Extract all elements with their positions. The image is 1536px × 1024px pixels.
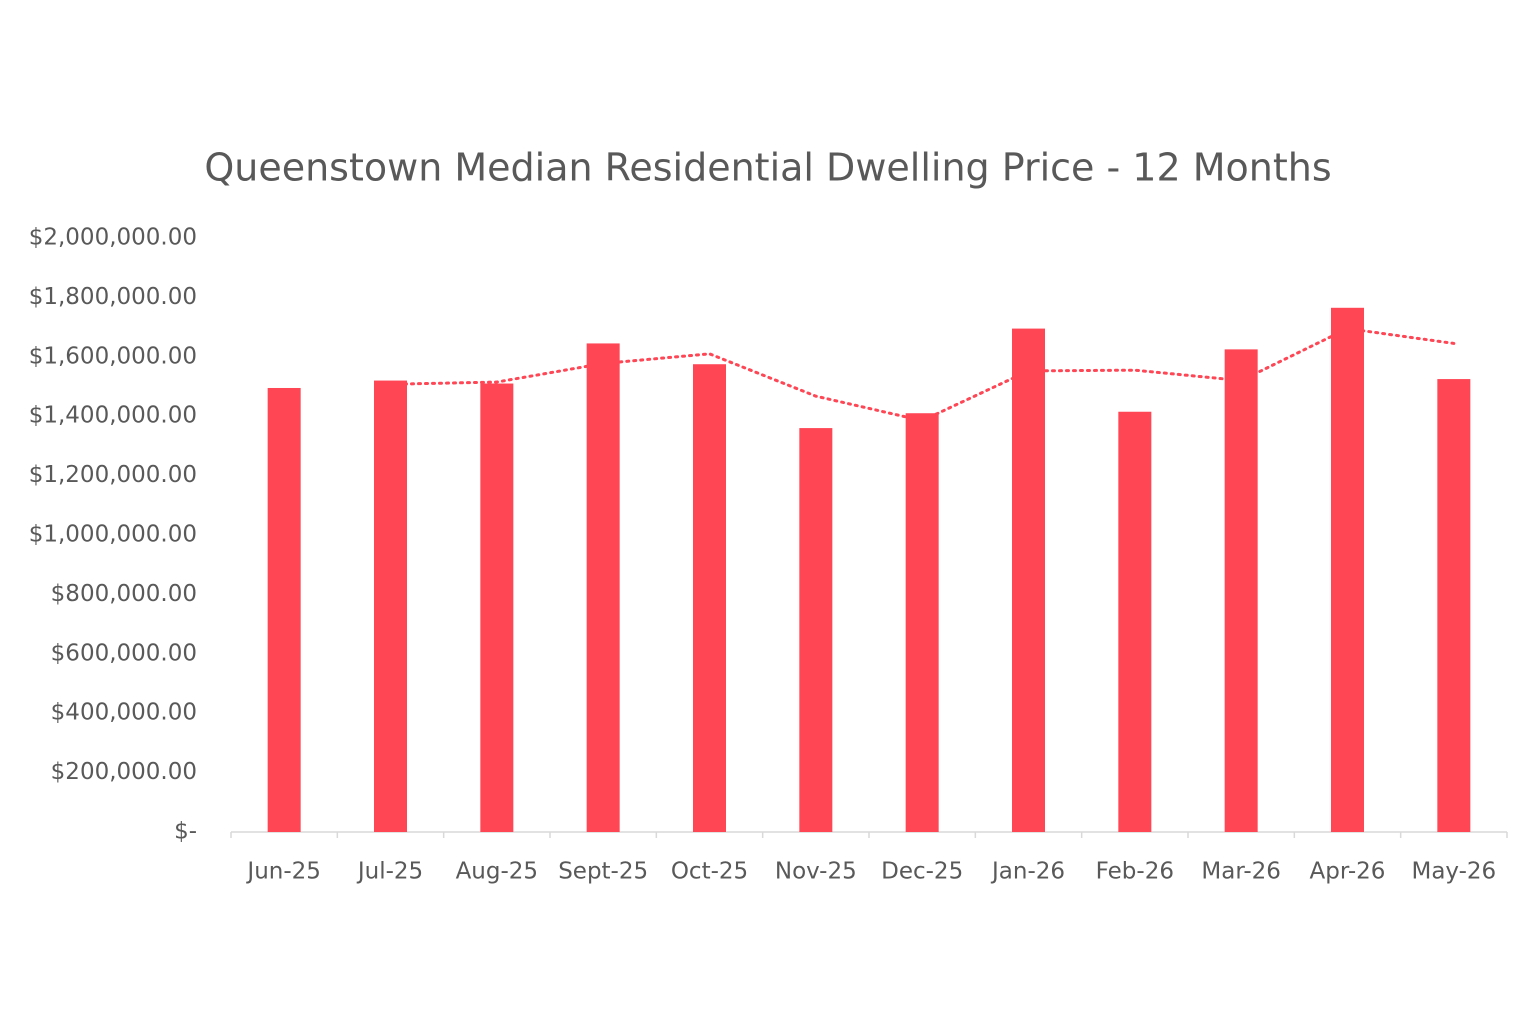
x-tick-label: Jun-25 <box>245 859 321 885</box>
x-tick-label: Feb-26 <box>1096 859 1174 885</box>
bar <box>799 428 833 832</box>
x-tick-label: Nov-25 <box>775 859 857 885</box>
bar <box>693 364 726 832</box>
y-tick-label: $1,600,000.00 <box>29 343 197 369</box>
bar <box>905 413 939 832</box>
bar <box>1437 379 1471 832</box>
x-tick-label: Sept-25 <box>558 859 648 885</box>
bar <box>1012 328 1045 832</box>
y-tick-label: $800,000.00 <box>51 581 197 607</box>
y-tick-label: $1,000,000.00 <box>29 522 197 548</box>
y-tick-label: $- <box>174 819 197 845</box>
x-tick-label: Jul-25 <box>356 859 423 885</box>
x-tick-label: Jan-26 <box>990 859 1065 885</box>
bar <box>374 380 407 832</box>
bar <box>1118 411 1152 832</box>
x-tick-label: Dec-25 <box>881 859 963 885</box>
y-tick-label: $1,200,000.00 <box>29 462 197 488</box>
y-tick-label: $2,000,000.00 <box>29 225 197 251</box>
x-tick-label: Oct-25 <box>671 859 748 885</box>
y-tick-label: $1,800,000.00 <box>29 284 197 310</box>
bar <box>586 343 620 832</box>
chart-title: Queenstown Median Residential Dwelling P… <box>204 146 1331 190</box>
bar <box>1224 349 1258 832</box>
y-tick-label: $400,000.00 <box>51 700 197 726</box>
bar <box>267 387 301 832</box>
y-tick-label: $600,000.00 <box>51 640 197 666</box>
y-tick-label: $1,400,000.00 <box>29 403 197 429</box>
x-tick-label: Apr-26 <box>1310 859 1386 885</box>
x-tick-label: Mar-26 <box>1201 859 1281 885</box>
trend-line <box>389 327 1456 423</box>
bar <box>1331 307 1364 832</box>
bar <box>480 383 514 832</box>
x-tick-label: Aug-25 <box>456 859 538 885</box>
x-tick-label: May-26 <box>1411 859 1496 885</box>
y-tick-label: $200,000.00 <box>51 759 197 785</box>
